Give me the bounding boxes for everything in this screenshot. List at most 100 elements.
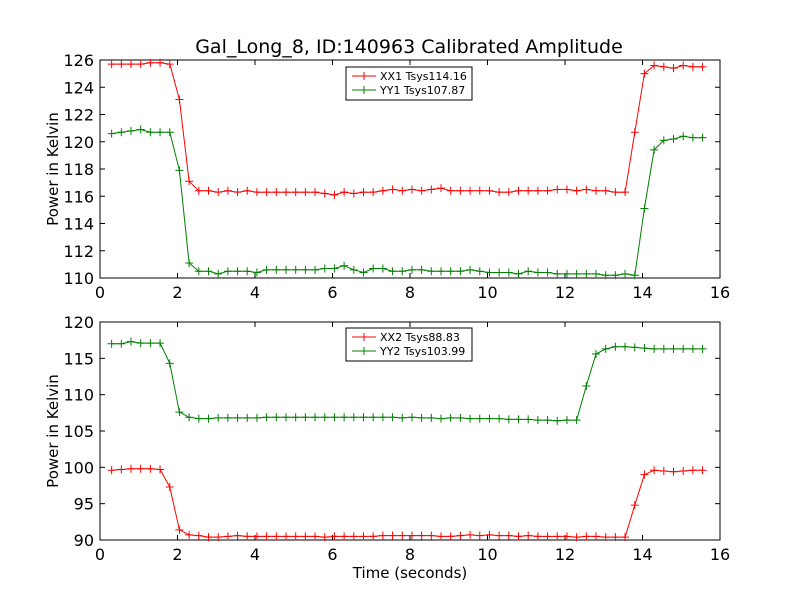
chart1-series-1-point-25 <box>349 189 358 198</box>
chart2-series-2-point-44 <box>533 416 542 425</box>
chart2-legend-marker-1 <box>360 333 368 341</box>
chart1-series-1-point-6 <box>165 60 174 69</box>
chart2-series-2-point-52 <box>611 342 620 351</box>
chart2-series-1-point-7 <box>175 525 184 534</box>
chart1-series-1-point-31 <box>407 185 416 194</box>
chart2-series-1-point-25 <box>349 532 358 541</box>
chart2-series-2-point-6 <box>165 359 174 368</box>
chart1-series-1-point-13 <box>233 188 242 197</box>
chart1-group: 0 2 4 6 8 10 12 14 16 110 112 114 116 118 120 122 124 126… <box>44 51 730 302</box>
chart1-series-2-point-57 <box>659 136 668 145</box>
chart1-series-2-point-10 <box>204 267 213 276</box>
chart1-series-1-point-34 <box>437 184 445 193</box>
chart2-series-2-point-60 <box>688 344 697 353</box>
chart2-series-2-point-14 <box>243 413 252 422</box>
chart1-series-2-point-13 <box>233 267 242 276</box>
chart2-series-2-point-41 <box>504 415 513 424</box>
chart1-series-1-point-43 <box>524 186 533 195</box>
chart1-series-1-point-0 <box>107 60 116 69</box>
chart1-series-1-point-5 <box>156 58 165 67</box>
chart2-xtick-label-3: 6 <box>327 545 337 564</box>
chart1-series-1-point-21 <box>311 188 320 197</box>
chart2-series-1-point-16 <box>262 532 271 541</box>
chart1-ytick-label-4: 118 <box>63 160 94 179</box>
chart2-series-1-point-22 <box>320 533 329 542</box>
chart1-series-1-point-27 <box>369 188 378 197</box>
chart2-xtick-label-0: 0 <box>95 545 105 564</box>
chart1-legend-marker-1 <box>360 72 368 80</box>
chart2-xtick-label-4: 8 <box>405 545 415 564</box>
chart2-series-1-point-55 <box>640 470 649 479</box>
chart1-series-2-point-25 <box>349 265 358 274</box>
chart1-series-1-point-22 <box>320 189 329 198</box>
chart2-series-1-point-8 <box>185 530 194 539</box>
chart1-series-1 <box>107 58 707 199</box>
chart2-series-2-point-40 <box>495 414 504 423</box>
chart1-series-2-point-60 <box>688 133 697 142</box>
chart1-series-2-point-22 <box>320 264 329 273</box>
chart2-series-1-point-59 <box>679 466 688 475</box>
chart2-series-1-point-15 <box>252 532 261 541</box>
chart2-series-2 <box>107 337 707 425</box>
chart1-series-1-point-37 <box>466 186 475 195</box>
chart2-series-2-point-26 <box>359 413 368 422</box>
chart1-series-1-point-23 <box>330 190 339 199</box>
chart2-series-2-point-46 <box>553 416 562 425</box>
chart2-ytick-label-4: 110 <box>63 386 94 405</box>
chart2-series-1-point-3 <box>136 464 145 473</box>
chart2-series-1-line <box>111 468 703 538</box>
chart1-series-2-point-31 <box>407 265 416 274</box>
chart2-series-1-point-20 <box>301 532 310 541</box>
chart2-ytick-label-1: 95 <box>74 495 94 514</box>
chart1-ytick-label-2: 114 <box>63 215 94 234</box>
chart1-series-1-point-19 <box>291 188 300 197</box>
chart1-series-1-point-45 <box>543 186 552 195</box>
chart2-series-1-point-53 <box>621 533 630 542</box>
chart2-series-2-point-43 <box>524 415 533 424</box>
chart2-ytick-label-5: 115 <box>63 349 94 368</box>
chart1-series-1-point-29 <box>388 185 397 194</box>
chart2-series-2-point-49 <box>582 381 591 390</box>
chart1-series-1-point-40 <box>495 188 504 197</box>
chart1-series-2-point-41 <box>504 268 513 277</box>
chart2-series-1-point-19 <box>291 532 300 541</box>
chart2-series-1-point-6 <box>165 482 174 491</box>
chart1-ytick-label-7: 124 <box>63 78 94 97</box>
chart2-series-1-point-52 <box>611 533 620 542</box>
chart2-series-1-point-32 <box>417 531 426 540</box>
chart2-series-2-point-42 <box>514 415 523 424</box>
chart2-series-2-point-55 <box>640 344 649 353</box>
chart1-xtick-label-1: 2 <box>172 283 182 302</box>
chart2-xtick-label-2: 4 <box>250 545 260 564</box>
chart1-series-2-point-15 <box>252 268 261 277</box>
chart1-series-2-point-20 <box>301 265 310 274</box>
chart1-series-1-point-51 <box>601 186 610 195</box>
chart1-series-1-point-38 <box>475 186 484 195</box>
chart2-series-1-point-34 <box>437 532 445 541</box>
chart1-series-2-point-55 <box>640 204 649 213</box>
chart1-series-2-point-9 <box>194 267 203 276</box>
chart2-series-2-point-59 <box>679 344 688 353</box>
chart1-series-2-point-3 <box>136 125 145 134</box>
chart1-series-2-point-59 <box>679 132 688 141</box>
chart2-series-2-point-7 <box>175 408 184 417</box>
chart1-series-1-point-39 <box>485 186 494 195</box>
chart2-series-2-point-39 <box>485 414 494 423</box>
chart1-series-1-point-12 <box>223 186 232 195</box>
chart1-series-2-point-53 <box>621 269 630 278</box>
chart1-series-1-point-9 <box>194 186 203 195</box>
chart1-series-2-point-51 <box>601 271 610 280</box>
chart2-series-1-point-0 <box>107 466 116 475</box>
chart1-series-2-point-26 <box>359 268 368 277</box>
chart2-xtick-label-6: 12 <box>555 545 575 564</box>
chart1-series-2-point-30 <box>398 267 407 276</box>
chart1-series-2-point-33 <box>427 267 436 276</box>
chart2-series-1-point-43 <box>524 531 533 540</box>
chart2-series-1-point-1 <box>117 465 126 474</box>
chart1-series-2-point-34 <box>437 267 445 276</box>
chart1-series-2-point-52 <box>611 271 620 280</box>
chart2-series-1 <box>107 464 707 542</box>
chart2-series-2-point-51 <box>601 344 610 353</box>
chart2-series-2-point-50 <box>592 349 600 358</box>
